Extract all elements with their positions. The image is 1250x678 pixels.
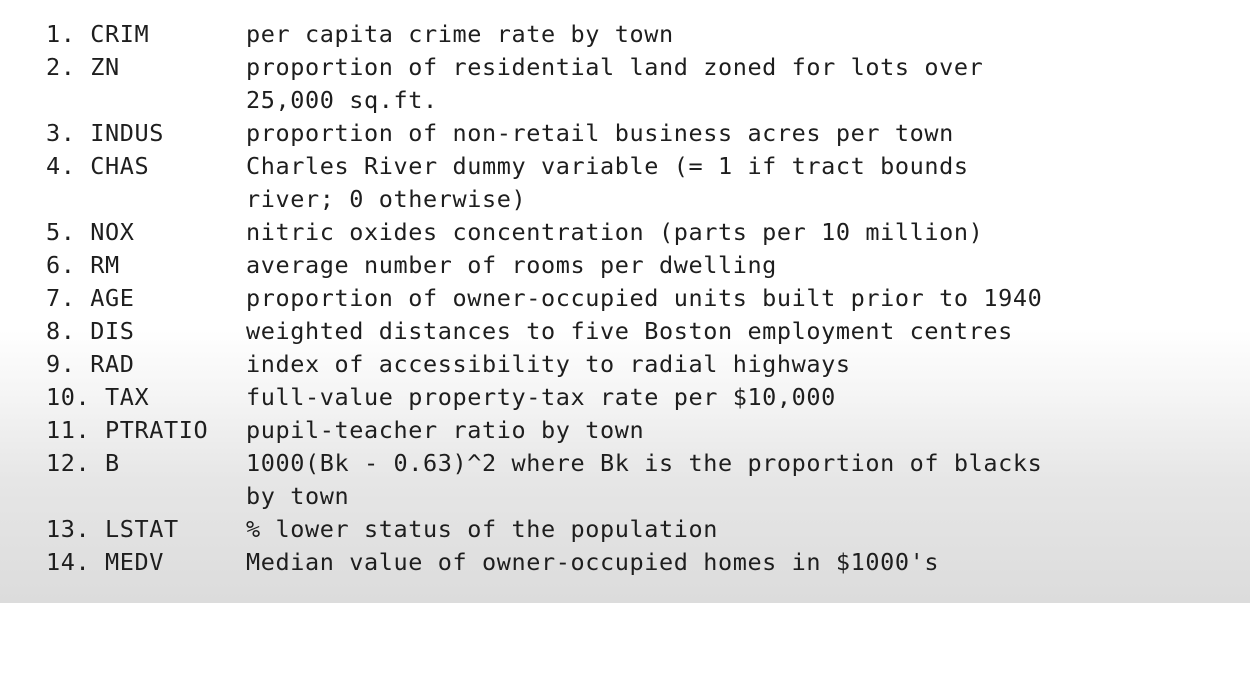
variable-label: 3. INDUS (46, 119, 164, 147)
variable-label: 7. AGE (46, 284, 135, 312)
variable-label: 6. RM (46, 251, 120, 279)
variable-row: 12. B 1000(Bk - 0.63)^2 where Bk is the … (0, 447, 1042, 579)
variable-row-continuation: 25,000 sq.ft. (0, 84, 437, 183)
variable-description: proportion of residential land zoned for… (246, 53, 984, 81)
variable-description: proportion of non-retail business acres … (246, 119, 954, 147)
variable-description: % lower status of the population (246, 515, 718, 543)
variable-row: 11. PTRATIO pupil-teacher ratio by town (0, 414, 644, 546)
variable-row: 13. LSTAT % lower status of the populati… (0, 513, 717, 645)
variable-description: average number of rooms per dwelling (246, 251, 777, 279)
variable-label: 4. CHAS (46, 152, 150, 180)
variable-description: Median value of owner-occupied homes in … (246, 548, 940, 576)
variable-label: 2. ZN (46, 53, 120, 81)
variable-row: 7. AGE proportion of owner-occupied unit… (0, 282, 1042, 414)
variable-label: 9. RAD (46, 350, 135, 378)
variable-description: pupil-teacher ratio by town (246, 416, 645, 444)
variable-label: 11. PTRATIO (46, 416, 209, 444)
variable-row: 5. NOX nitric oxides concentration (part… (0, 216, 983, 348)
variable-row: 14. MEDV Median value of owner-occupied … (0, 546, 939, 678)
variable-description-continuation: 25,000 sq.ft. (246, 86, 438, 114)
variable-row: 1. CRIM per capita crime rate by town (0, 18, 673, 150)
variable-label: 1. CRIM (46, 20, 150, 48)
variable-description: 1000(Bk - 0.63)^2 where Bk is the propor… (246, 449, 1043, 477)
variable-row: 10. TAX full-value property-tax rate per… (0, 381, 835, 513)
variable-row: 3. INDUS proportion of non-retail busine… (0, 117, 953, 249)
variable-description: per capita crime rate by town (246, 20, 674, 48)
variable-row: 6. RM average number of rooms per dwelli… (0, 249, 776, 381)
variable-label: 13. LSTAT (46, 515, 179, 543)
variable-description: proportion of owner-occupied units built… (246, 284, 1043, 312)
variable-description-list: 1. CRIM per capita crime rate by town 2.… (0, 18, 1042, 579)
variable-row: 8. DIS weighted distances to five Boston… (0, 315, 1012, 447)
variable-description-continuation: by town (246, 482, 350, 510)
variable-label: 5. NOX (46, 218, 135, 246)
variable-row: 9. RAD index of accessibility to radial … (0, 348, 850, 480)
variable-label: 14. MEDV (46, 548, 164, 576)
variable-row: 4. CHAS Charles River dummy variable (= … (0, 150, 968, 282)
variable-description: weighted distances to five Boston employ… (246, 317, 1013, 345)
variable-description-continuation: river; 0 otherwise) (246, 185, 527, 213)
variable-description: index of accessibility to radial highway… (246, 350, 851, 378)
variable-description: full-value property-tax rate per $10,000 (246, 383, 836, 411)
variable-row-continuation: river; 0 otherwise) (0, 183, 526, 282)
variable-row: 2. ZN proportion of residential land zon… (0, 51, 983, 183)
variable-label: 12. B (46, 449, 120, 477)
variable-label: 10. TAX (46, 383, 150, 411)
variable-label: 8. DIS (46, 317, 135, 345)
variable-description: nitric oxides concentration (parts per 1… (246, 218, 984, 246)
variable-description: Charles River dummy variable (= 1 if tra… (246, 152, 969, 180)
variable-row-continuation: by town (0, 480, 349, 579)
